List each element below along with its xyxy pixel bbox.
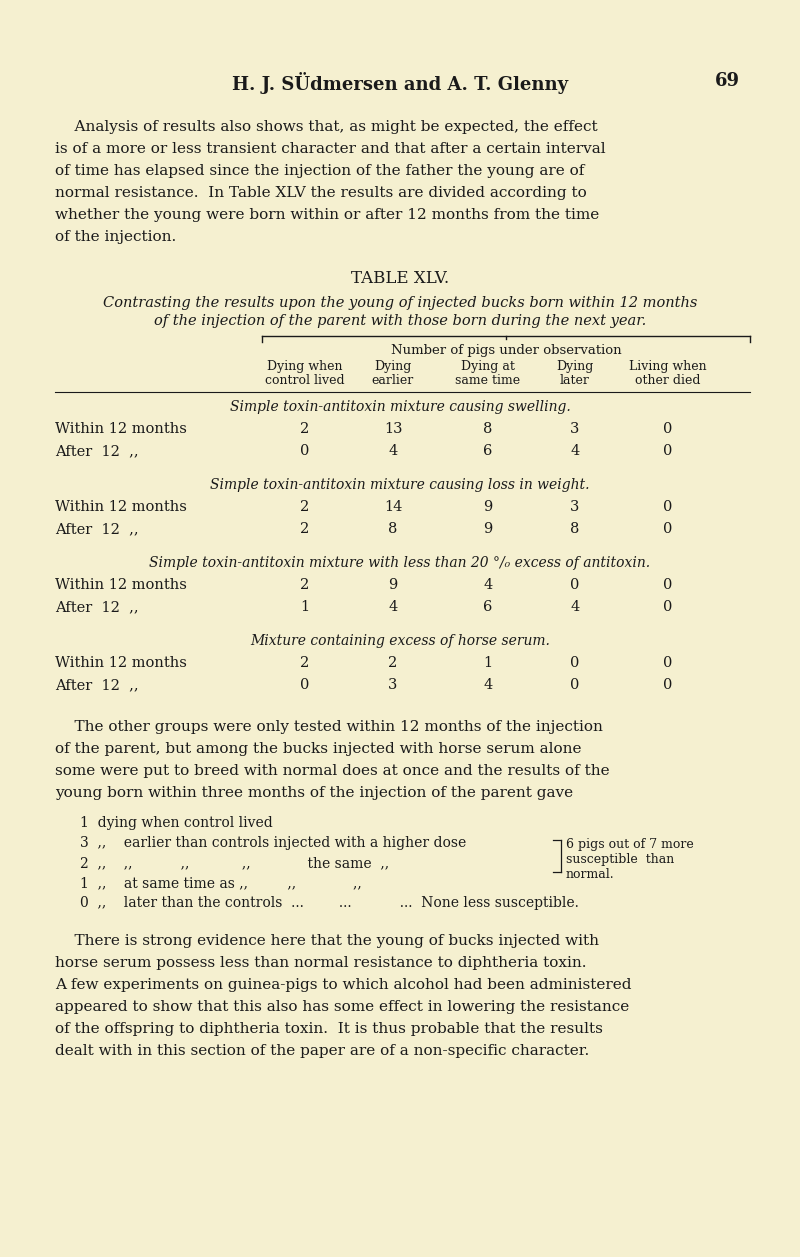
Text: 3  ,,    earlier than controls injected with a higher dose: 3 ,, earlier than controls injected with…: [80, 836, 466, 850]
Text: 14: 14: [384, 500, 402, 514]
Text: 2: 2: [300, 422, 310, 436]
Text: appeared to show that this also has some effect in lowering the resistance: appeared to show that this also has some…: [55, 1001, 630, 1014]
Text: 2: 2: [300, 522, 310, 535]
Text: 1  ,,    at same time as ,,         ,,             ,,: 1 ,, at same time as ,, ,, ,,: [80, 876, 362, 890]
Text: control lived: control lived: [265, 375, 345, 387]
Text: 1  dying when control lived: 1 dying when control lived: [80, 816, 273, 830]
Text: 2: 2: [300, 500, 310, 514]
Text: The other groups were only tested within 12 months of the injection: The other groups were only tested within…: [55, 720, 603, 734]
Text: normal resistance.  In Table XLV the results are divided according to: normal resistance. In Table XLV the resu…: [55, 186, 586, 200]
Text: TABLE XLV.: TABLE XLV.: [351, 270, 449, 287]
Text: normal.: normal.: [566, 869, 614, 881]
Text: 1: 1: [483, 656, 493, 670]
Text: 13: 13: [384, 422, 402, 436]
Text: 4: 4: [483, 578, 493, 592]
Text: dealt with in this section of the paper are of a non-specific character.: dealt with in this section of the paper …: [55, 1045, 590, 1058]
Text: earlier: earlier: [372, 375, 414, 387]
Text: Simple toxin-antitoxin mixture causing swelling.: Simple toxin-antitoxin mixture causing s…: [230, 400, 570, 414]
Text: 2: 2: [300, 578, 310, 592]
Text: 6 pigs out of 7 more: 6 pigs out of 7 more: [566, 838, 694, 851]
Text: whether the young were born within or after 12 months from the time: whether the young were born within or af…: [55, 207, 599, 222]
Text: After  12  ,,: After 12 ,,: [55, 522, 138, 535]
Text: horse serum possess less than normal resistance to diphtheria toxin.: horse serum possess less than normal res…: [55, 957, 586, 970]
Text: 0: 0: [663, 600, 673, 613]
Text: 0: 0: [663, 522, 673, 535]
Text: 4: 4: [570, 600, 580, 613]
Text: Within 12 months: Within 12 months: [55, 500, 187, 514]
Text: 3: 3: [570, 500, 580, 514]
Text: some were put to breed with normal does at once and the results of the: some were put to breed with normal does …: [55, 764, 610, 778]
Text: 4: 4: [570, 444, 580, 458]
Text: young born within three months of the injection of the parent gave: young born within three months of the in…: [55, 786, 573, 799]
Text: 4: 4: [483, 678, 493, 693]
Text: 0: 0: [663, 444, 673, 458]
Text: of the injection.: of the injection.: [55, 230, 176, 244]
Text: H. J. SÜdmersen and A. T. Glenny: H. J. SÜdmersen and A. T. Glenny: [232, 72, 568, 94]
Text: same time: same time: [455, 375, 521, 387]
Text: After  12  ,,: After 12 ,,: [55, 444, 138, 458]
Text: 3: 3: [570, 422, 580, 436]
Text: is of a more or less transient character and that after a certain interval: is of a more or less transient character…: [55, 142, 606, 156]
Text: 0: 0: [663, 578, 673, 592]
Text: A few experiments on guinea-pigs to which alcohol had been administered: A few experiments on guinea-pigs to whic…: [55, 978, 631, 992]
Text: 2: 2: [300, 656, 310, 670]
Text: 0: 0: [300, 678, 310, 693]
Text: of the parent, but among the bucks injected with horse serum alone: of the parent, but among the bucks injec…: [55, 742, 582, 755]
Text: Dying when: Dying when: [267, 360, 342, 373]
Text: Within 12 months: Within 12 months: [55, 656, 187, 670]
Text: 8: 8: [570, 522, 580, 535]
Text: 0: 0: [570, 678, 580, 693]
Text: 0: 0: [663, 500, 673, 514]
Text: 6: 6: [483, 600, 493, 613]
Text: later: later: [560, 375, 590, 387]
Text: 0  ,,    later than the controls  ...        ...           ...  None less suscep: 0 ,, later than the controls ... ... ...…: [80, 896, 579, 910]
Text: Contrasting the results upon the young of injected bucks born within 12 months: Contrasting the results upon the young o…: [103, 295, 697, 310]
Text: After  12  ,,: After 12 ,,: [55, 600, 138, 613]
Text: 0: 0: [300, 444, 310, 458]
Text: 0: 0: [663, 422, 673, 436]
Text: Dying: Dying: [374, 360, 412, 373]
Text: 0: 0: [570, 656, 580, 670]
Text: other died: other died: [635, 375, 701, 387]
Text: 9: 9: [483, 500, 493, 514]
Text: 9: 9: [483, 522, 493, 535]
Text: Dying at: Dying at: [461, 360, 515, 373]
Text: 1: 1: [301, 600, 310, 613]
Text: 4: 4: [388, 600, 398, 613]
Text: 3: 3: [388, 678, 398, 693]
Text: of the offspring to diphtheria toxin.  It is thus probable that the results: of the offspring to diphtheria toxin. It…: [55, 1022, 603, 1036]
Text: Within 12 months: Within 12 months: [55, 422, 187, 436]
Text: 0: 0: [663, 678, 673, 693]
Text: 2  ,,    ,,           ,,            ,,             the same  ,,: 2 ,, ,, ,, ,, the same ,,: [80, 856, 389, 870]
Text: 2: 2: [388, 656, 398, 670]
Text: There is strong evidence here that the young of bucks injected with: There is strong evidence here that the y…: [55, 934, 599, 948]
Text: susceptible  than: susceptible than: [566, 854, 674, 866]
Text: Analysis of results also shows that, as might be expected, the effect: Analysis of results also shows that, as …: [55, 119, 598, 134]
Text: Living when: Living when: [629, 360, 707, 373]
Text: 0: 0: [663, 656, 673, 670]
Text: of time has elapsed since the injection of the father the young are of: of time has elapsed since the injection …: [55, 163, 584, 178]
Text: 8: 8: [388, 522, 398, 535]
Text: 69: 69: [715, 72, 740, 91]
Text: 0: 0: [570, 578, 580, 592]
Text: 4: 4: [388, 444, 398, 458]
Text: 8: 8: [483, 422, 493, 436]
Text: Dying: Dying: [556, 360, 594, 373]
Text: Simple toxin-antitoxin mixture causing loss in weight.: Simple toxin-antitoxin mixture causing l…: [210, 478, 590, 491]
Text: Mixture containing excess of horse serum.: Mixture containing excess of horse serum…: [250, 634, 550, 649]
Text: 9: 9: [388, 578, 398, 592]
Text: of the injection of the parent with those born during the next year.: of the injection of the parent with thos…: [154, 314, 646, 328]
Text: Simple toxin-antitoxin mixture with less than 20 °/₀ excess of antitoxin.: Simple toxin-antitoxin mixture with less…: [150, 556, 650, 569]
Text: 6: 6: [483, 444, 493, 458]
Text: After  12  ,,: After 12 ,,: [55, 678, 138, 693]
Text: Number of pigs under observation: Number of pigs under observation: [390, 344, 622, 357]
Text: Within 12 months: Within 12 months: [55, 578, 187, 592]
